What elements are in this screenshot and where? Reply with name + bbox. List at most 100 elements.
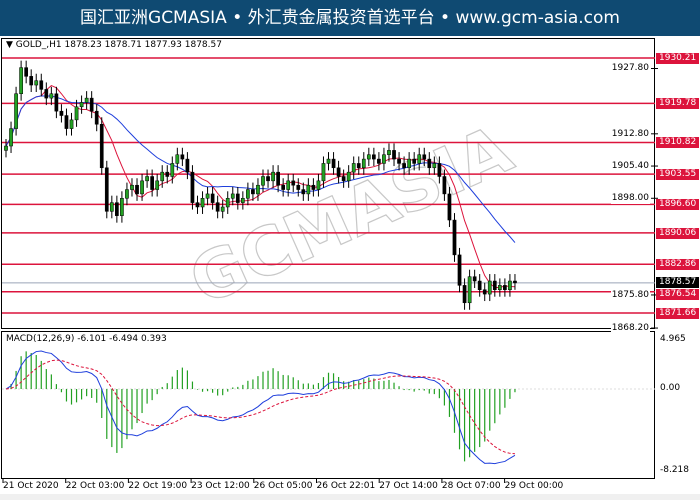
candle: [29, 76, 34, 86]
macd-axis-label: 0.00: [660, 383, 681, 393]
candle: [120, 198, 124, 216]
candle: [145, 176, 149, 182]
candle: [372, 154, 376, 160]
candle: [351, 163, 356, 173]
level-label: 1919.78: [656, 98, 700, 110]
bottom-strip: [0, 494, 700, 500]
candle: [311, 184, 316, 190]
candle: [387, 150, 391, 155]
macd-label: MACD(12,26,9) -6.101 -6.494 0.393: [6, 334, 167, 344]
time-axis-label: 27 Oct 14:00: [379, 481, 438, 491]
candle: [482, 289, 487, 295]
candle: [195, 202, 200, 208]
level-label: 1876.54: [656, 288, 700, 300]
page-title: 国汇亚洲GCMASIA • 外汇贵金属投资首选平台 • www.gcm-asia…: [0, 0, 700, 36]
candle: [462, 285, 467, 304]
candle: [225, 198, 230, 208]
candle: [130, 184, 134, 190]
candle: [261, 176, 265, 186]
candle: [377, 158, 381, 164]
candle: [109, 202, 114, 212]
symbol-info-text: GOLD_,H1 1878.23 1878.71 1877.93 1878.57: [15, 40, 222, 50]
candle: [467, 276, 472, 304]
candle: [190, 171, 195, 203]
time-axis-label: 29 Oct 00:00: [504, 481, 564, 491]
candle: [240, 198, 245, 203]
level-label: 1871.66: [656, 307, 700, 319]
candle: [472, 276, 477, 282]
candle: [422, 154, 427, 160]
candle: [59, 110, 64, 116]
time-axis-label: 23 Oct 12:00: [191, 481, 250, 491]
candle: [412, 158, 417, 164]
candle: [336, 167, 341, 177]
candle: [9, 128, 13, 147]
candle: [79, 102, 84, 108]
candle: [432, 163, 437, 169]
candle: [306, 184, 311, 195]
candle: [235, 193, 240, 203]
candle: [135, 184, 139, 195]
level-label: 1890.06: [656, 227, 700, 239]
main-panel-frame: [1, 38, 655, 329]
candle: [281, 184, 286, 190]
candle: [382, 154, 386, 164]
time-axis-label: 28 Oct 07:00: [441, 481, 501, 491]
candle: [326, 158, 331, 164]
candle: [125, 189, 129, 199]
candle: [361, 158, 366, 169]
level-label: 1930.21: [656, 53, 700, 64]
candle: [346, 171, 351, 182]
candle: [492, 280, 497, 290]
candle: [210, 193, 215, 203]
candle: [34, 80, 39, 86]
candle: [19, 67, 23, 95]
candle: [513, 280, 517, 284]
macd-signal-line: [5, 359, 516, 455]
candle: [205, 193, 210, 199]
candle: [150, 176, 154, 190]
candle: [437, 163, 442, 177]
candle: [14, 93, 18, 129]
candle: [497, 285, 502, 290]
candle: [301, 189, 306, 195]
candle: [296, 184, 301, 190]
candle: [321, 163, 326, 182]
level-label: 1882.86: [656, 259, 700, 271]
candle: [316, 180, 321, 190]
candle: [397, 158, 401, 164]
time-axis-label: 21 Oct 2020: [3, 481, 59, 491]
candle: [54, 93, 59, 112]
candle: [417, 154, 422, 164]
candle: [115, 202, 119, 216]
candle: [39, 80, 44, 90]
macd-axis-label: -8.218: [660, 465, 690, 475]
current-price-label: 1878.57: [656, 276, 700, 288]
candle: [392, 150, 396, 160]
candle: [266, 176, 270, 182]
candle: [89, 97, 94, 112]
macd-line: [5, 350, 516, 465]
candle: [185, 158, 190, 173]
candle: [331, 158, 336, 169]
candle: [84, 97, 89, 103]
candle: [427, 158, 432, 169]
candle: [99, 123, 104, 169]
candle: [508, 280, 512, 290]
price-chart[interactable]: GCMASIA: [0, 36, 700, 500]
price-axis-label: 1868.20: [610, 323, 650, 335]
candle: [271, 171, 275, 182]
candle: [180, 154, 185, 160]
candle: [457, 254, 462, 286]
candle: [230, 193, 235, 199]
candle: [276, 171, 280, 186]
candle: [452, 219, 457, 256]
candle: [165, 171, 170, 177]
candle: [140, 180, 144, 195]
candle: [256, 184, 260, 195]
macd-panel-frame: [1, 331, 655, 479]
candle: [402, 163, 406, 169]
time-axis-label: 22 Oct 03:00: [65, 481, 125, 491]
candle: [220, 206, 225, 212]
time-axis-label: 22 Oct 19:00: [128, 481, 188, 491]
